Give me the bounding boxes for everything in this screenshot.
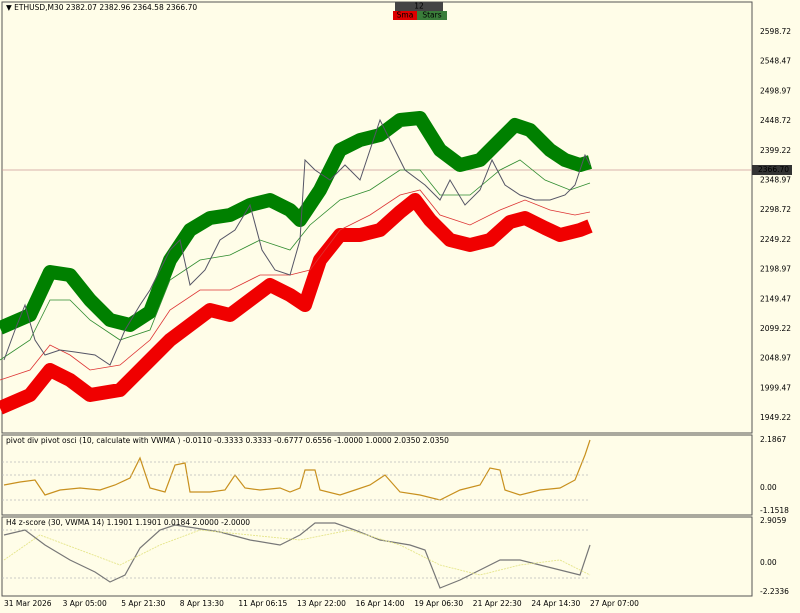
panel-label: 0.00: [760, 558, 777, 567]
price-label: 2498.97: [760, 86, 791, 95]
price-label: 2099.22: [760, 324, 791, 333]
time-label: 11 Apr 06:15: [238, 599, 287, 608]
price-label: 2348.97: [760, 176, 791, 185]
price-label: 2399.22: [760, 146, 791, 155]
lower-mid-line: [0, 189, 591, 381]
button-3[interactable]: [417, 11, 447, 20]
price-line: [3, 118, 591, 366]
time-label: 27 Apr 07:00: [590, 599, 639, 608]
current-price-box: [752, 165, 792, 175]
price-label: 1999.47: [760, 383, 791, 392]
zscore-signal: [3, 529, 591, 576]
upper-band: [0, 111, 593, 335]
price-label: 2598.72: [760, 27, 791, 36]
time-label: 24 Apr 14:30: [531, 599, 580, 608]
price-label: 2048.97: [760, 354, 791, 363]
button-label[interactable]: Stars: [422, 11, 441, 20]
time-label: 5 Apr 21:30: [121, 599, 165, 608]
price-label: 2298.72: [760, 205, 791, 214]
price-label: 2448.72: [760, 116, 791, 125]
button-label[interactable]: 12: [414, 2, 424, 11]
panel-label: 2.1867: [760, 435, 786, 444]
button-2[interactable]: [393, 11, 417, 20]
price-label: 2548.47: [760, 57, 791, 66]
price-label: 2249.22: [760, 235, 791, 244]
time-label: 3 Apr 05:00: [63, 599, 107, 608]
button-label[interactable]: Sma: [397, 11, 414, 20]
button-1[interactable]: [395, 2, 443, 11]
time-label: 19 Apr 06:30: [414, 599, 463, 608]
zscore-line: [3, 522, 591, 589]
price-label: 2149.47: [760, 294, 791, 303]
panel-label: -2.2336: [760, 587, 789, 596]
panel-label: 0.00: [760, 483, 777, 492]
time-label: 21 Apr 22:30: [473, 599, 522, 608]
panel-title: pivot div pivot osci (10, calculate with…: [6, 436, 449, 445]
zscore-panel: [1, 516, 753, 597]
time-label: 8 Apr 13:30: [180, 599, 224, 608]
time-label: 13 Apr 22:00: [297, 599, 346, 608]
symbol-line: ▼ ETHUSD,M30 2382.07 2382.96 2364.58 236…: [6, 3, 197, 12]
price-label: 2198.97: [760, 265, 791, 274]
level-lines: [2, 461, 590, 579]
panel-label: -1.1518: [760, 506, 789, 515]
price-label: 1949.22: [760, 413, 791, 422]
current-price: 2366.70: [758, 165, 789, 174]
oscillator-line: [3, 439, 591, 501]
main-panel: [1, 1, 753, 434]
panel-label: 2.9059: [760, 516, 786, 525]
panel-title: H4 z-score (30, VWMA 14) 1.1901 1.1901 0…: [6, 518, 250, 527]
lower-band: [0, 193, 593, 415]
time-label: 31 Mar 2026: [4, 599, 52, 608]
time-label: 16 Apr 14:00: [356, 599, 405, 608]
